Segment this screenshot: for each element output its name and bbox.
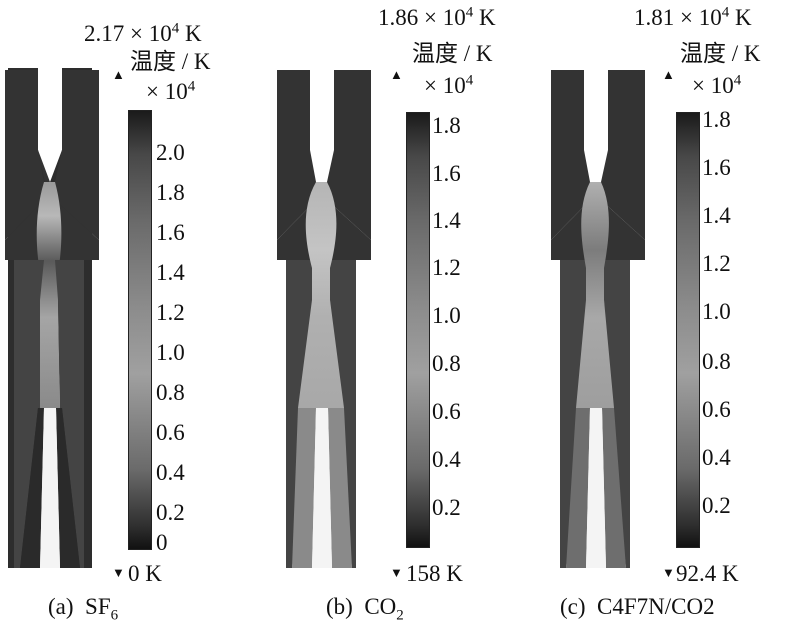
tick-label: 1.6 [702,155,731,180]
scale-factor-base: × 10 [424,73,466,98]
legend-title: 温度 / K [680,41,761,66]
tick-label: 0 [156,530,168,555]
colorbar-b [406,112,430,548]
tick-label: 0.2 [702,493,731,518]
caption-letter: (a) [48,594,74,619]
caption-gas: CO [364,594,397,619]
max-value: 1.86 × 10 [378,5,466,30]
tick-label: 1.4 [432,208,461,233]
tick-label: 0.4 [156,460,185,485]
min-triangle-icon: ▼ [112,565,125,580]
tick-label: 0.4 [702,445,731,470]
tick-label: 1.8 [432,113,461,138]
max-temperature-label: 1.81 × 104 K [634,4,752,30]
tick-label: 0.4 [432,447,461,472]
caption-b: (b) CO2 [326,594,404,623]
tick-label: 0.6 [156,420,185,445]
max-exponent: 4 [465,4,474,21]
scale-factor-exponent: 4 [465,72,474,89]
caption-gas: C4F7N/CO2 [597,594,715,619]
scale-factor-exponent: 4 [733,72,742,89]
tick-label: 0.8 [156,380,185,405]
max-unit: K [734,5,752,30]
tick-label: 0.8 [432,351,461,376]
tick-label: 1.0 [702,299,731,324]
scale-factor-base: × 10 [692,73,734,98]
tick-label: 1.0 [156,340,185,365]
scale-factor-base: × 10 [146,79,188,104]
caption-subscript: 6 [110,607,119,624]
caption-gas: SF [85,594,111,619]
tick-label: 1.2 [432,255,461,280]
colorbar-a [128,110,152,550]
max-unit: K [478,5,496,30]
caption-letter: (b) [326,594,353,619]
tick-label: 1.4 [156,260,185,285]
arc-channel [36,182,62,408]
caption-letter: (c) [560,594,586,619]
panel-c: 1.81 × 104 K ▲ 温度 / K × 104 1.8 1.6 1.4 … [546,0,800,626]
max-value: 1.81 × 10 [634,5,722,30]
tick-label: 1.4 [702,203,731,228]
tick-label: 0.2 [156,500,185,525]
tick-label: 1.2 [702,251,731,276]
tick-label: 1.8 [702,107,731,132]
tick-label: 0.6 [432,399,461,424]
tick-label: 1.6 [156,220,185,245]
nozzle-temperature-map-b [277,70,371,568]
min-temperature-label: 92.4 K [676,561,739,586]
tick-label: 0.2 [432,495,461,520]
max-temperature-label: 2.17 × 104 K [84,20,202,46]
scale-factor-exponent: 4 [187,78,196,95]
min-triangle-icon: ▼ [662,565,675,580]
max-exponent: 4 [171,20,180,37]
scale-factor: × 104 [692,72,742,98]
max-triangle-icon: ▲ [112,67,125,82]
tick-label: 1.6 [432,161,461,186]
tick-label: 1.0 [432,303,461,328]
nozzle-temperature-map-a [5,68,99,568]
scale-factor: × 104 [146,78,196,104]
max-triangle-icon: ▲ [390,67,403,82]
caption-c: (c) C4F7N/CO2 [560,594,715,620]
colorbar-c [676,112,700,548]
max-value: 2.17 × 10 [84,21,172,46]
caption-subscript: 2 [396,607,404,624]
min-temperature-label: 158 K [406,561,463,586]
min-triangle-icon: ▼ [390,565,403,580]
max-unit: K [184,21,202,46]
nozzle-temperature-map-c [551,70,645,568]
max-temperature-label: 1.86 × 104 K [378,4,496,30]
min-temperature-label: 0 K [128,561,162,586]
panel-b: 1.86 × 104 K ▲ 温度 / K × 104 1.8 1.6 1.4 … [272,0,538,626]
tick-label: 2.0 [156,140,185,165]
max-triangle-icon: ▲ [662,67,675,82]
panel-a: 2.17 × 104 K ▲ 温度 / K × 104 2.0 1.8 1.6 … [0,0,266,626]
caption-a: (a) SF6 [48,594,118,623]
legend-title: 温度 / K [412,41,493,66]
tick-label: 1.8 [156,180,185,205]
tick-label: 0.6 [702,397,731,422]
max-exponent: 4 [721,4,730,21]
tick-label: 0.8 [702,349,731,374]
legend-title: 温度 / K [130,49,211,74]
scale-factor: × 104 [424,72,474,98]
tick-label: 1.2 [156,300,185,325]
